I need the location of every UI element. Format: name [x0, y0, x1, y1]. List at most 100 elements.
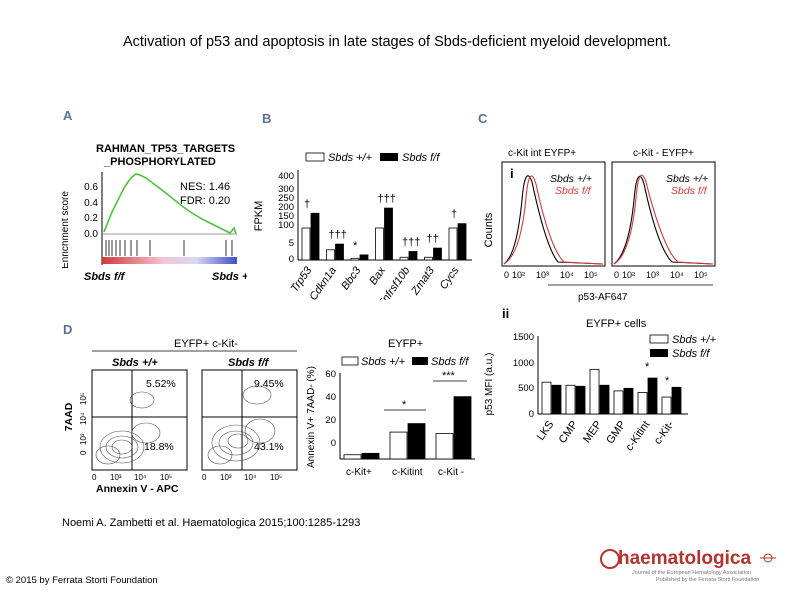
copyright: © 2015 by Ferrata Storti Foundation — [6, 575, 158, 586]
fpkm-ytick-3: 200 — [278, 202, 294, 213]
fpkm-bar-wt-tnfrsf10b — [399, 256, 409, 261]
flow-wt-frame — [91, 369, 188, 471]
mfi-bar-ko-lks — [551, 384, 562, 415]
logo-ornament-icon — [760, 553, 776, 563]
fpkm-legend-ko: Sbds f/f — [402, 152, 440, 164]
mfi-bar-ko-gmp — [623, 387, 634, 415]
hist1-frame — [501, 161, 606, 267]
mfi-bar-ko-cmp — [575, 385, 586, 415]
fpkm-xlabel-bax: Bax — [367, 264, 388, 287]
apop-bar-wt-0 — [343, 454, 362, 460]
haematologica-logo: haematologica Journal of the European He… — [600, 548, 776, 583]
hist1-xtick-2: 10³ — [536, 270, 549, 280]
flow-wt-xtick-0: 0 — [92, 473, 97, 482]
panel-b-fpkm-chart: Sbds +/+ Sbds f/f FPKM 400 300 250 200 1… — [253, 152, 472, 300]
hist2-xtick-0: 0 — [614, 270, 619, 280]
fpkm-bar-ko-bax — [384, 207, 393, 261]
hist2-ko-curve — [613, 174, 714, 265]
fpkm-ytick-5: 100 — [278, 220, 294, 231]
fpkm-bar-wt-trp53 — [301, 227, 311, 261]
mfi-bar-wt-cmp — [565, 384, 576, 415]
hist1-xtick-0: 0 — [504, 270, 509, 280]
mfi-bar-wt-mep — [589, 368, 600, 415]
apop-title: EYFP+ — [388, 338, 423, 350]
mfi-ylabel: p53 MFI (a.u.) — [484, 353, 495, 416]
logo-text: haematologica — [618, 548, 751, 569]
mfi-legend: Sbds +/+ Sbds f/f — [649, 334, 717, 360]
apop-bar-ko-0 — [361, 452, 380, 460]
mfi-ytick-2: 500 — [518, 383, 534, 394]
mfi-xlabel-mep: MEP — [581, 419, 605, 445]
fpkm-bar-ko-zmat3 — [433, 247, 442, 261]
logo-subtitle-2: Published by the Ferrata Storti Foundati… — [656, 577, 759, 583]
fpkm-bar-ko-tnfrsf10b — [408, 251, 418, 261]
apop-legend-ko: Sbds f/f — [431, 356, 469, 368]
hist2-xtick-4: 10⁵ — [694, 270, 708, 280]
fpkm-sig-trp53: † — [304, 198, 310, 210]
fpkm-bar-ko-bbc3 — [359, 254, 369, 261]
mfi-ytick-0: 1500 — [513, 332, 534, 343]
flow-wt-upper-right: 5.52% — [146, 378, 176, 390]
mfi-xlabel-c-kitint: c-Kitint — [623, 419, 652, 453]
panel-label-b: B — [262, 111, 272, 126]
fpkm-bar-ko-cdkn1a — [335, 243, 344, 261]
flow-ko-lower-right: 43.1% — [254, 441, 284, 453]
panel-a-gsea-plot: RAHMAN_TP53_TARGETS _PHOSPHORYLATED Enri… — [62, 143, 247, 283]
gsea-right-label: Sbds +/+ — [212, 271, 247, 283]
fpkm-ytick-2: 250 — [278, 193, 294, 204]
gsea-enrichment-curve — [103, 173, 237, 235]
panel-label-c: C — [478, 111, 488, 126]
mfi-xlabel-c-kit-: c-Kit- — [652, 419, 677, 447]
panel-label-a: A — [63, 108, 73, 123]
gsea-ytick-2: 0.2 — [84, 213, 98, 224]
mfi-sig-1: * — [665, 375, 670, 387]
hist1-legend-wt: Sbds +/+ — [550, 173, 592, 185]
hist2-legend-wt: Sbds +/+ — [666, 173, 708, 185]
hist2-xtick-2: 10³ — [646, 270, 659, 280]
apop-bar-ko-1 — [407, 423, 426, 460]
flow-ylabel: 7AAD — [63, 402, 75, 431]
apop-xlabel-0: c-Kit+ — [346, 467, 372, 478]
gsea-nes: NES: 1.46 — [180, 181, 230, 193]
flow-ytick-1: 10³ — [79, 433, 88, 445]
hist1-legend-ko: Sbds f/f — [555, 185, 592, 197]
gsea-ylabel: Enrichment score — [62, 191, 71, 269]
mfi-sub-ii: ii — [502, 306, 509, 321]
panel-d-apoptosis-chart: EYFP+ Sbds +/+ Sbds f/f Annexin V+ 7AAD-… — [306, 338, 475, 478]
mfi-bar-wt-gmp — [613, 390, 624, 415]
gsea-ytick-1: 0.4 — [84, 198, 98, 209]
flow-ko-upper-right: 9.45% — [254, 378, 284, 390]
hist1-wt-curve — [503, 175, 604, 265]
mfi-bar-ko-c-kit- — [671, 386, 682, 415]
fpkm-bar-wt-cycs — [448, 227, 458, 261]
gsea-hit-bars — [105, 240, 233, 256]
flow-ko-xtick-1: 10³ — [220, 473, 232, 482]
logo-circle-icon — [600, 549, 620, 569]
apop-ytick-1: 40 — [325, 392, 336, 403]
citation: Noemi A. Zambetti et al. Haematologica 2… — [62, 517, 361, 529]
apop-ytick-2: 20 — [325, 415, 336, 426]
mfi-bar-wt-lks — [541, 381, 552, 415]
apop-xlabel-1: c-Kitint — [392, 467, 423, 478]
fpkm-bar-wt-cdkn1a — [326, 249, 335, 261]
fpkm-xlabel-cycs: Cycs — [438, 264, 462, 291]
apop-ylabel: Annexin V+ 7AAD- (%) — [306, 366, 317, 468]
apop-legend: Sbds +/+ Sbds f/f — [341, 356, 469, 368]
fpkm-sig-zmat3: †† — [427, 233, 439, 245]
mfi-title: EYFP+ cells — [586, 318, 647, 330]
flow-ytick-0: 0 — [79, 450, 88, 455]
fpkm-sig-cdkn1a: ††† — [329, 229, 347, 241]
hist1-xtick-1: 10² — [512, 270, 525, 280]
fpkm-bar-wt-bax — [375, 227, 384, 261]
flow-right-label: Sbds f/f — [228, 357, 270, 369]
mfi-bar-wt-c-kit- — [661, 396, 672, 415]
hist2-xtick-1: 10² — [622, 270, 635, 280]
hist1-xtick-4: 10⁵ — [584, 270, 598, 280]
mfi-ytick-3: 0 — [529, 409, 534, 420]
fpkm-ytick-7: 0 — [289, 254, 294, 265]
flow-ko-xtick-3: 10⁵ — [270, 473, 282, 482]
mfi-xlabel-cmp: CMP — [557, 419, 581, 446]
gsea-fdr: FDR: 0.20 — [180, 195, 230, 207]
panel-label-d: D — [63, 322, 73, 337]
flow-wt-lower-right: 18.8% — [144, 441, 174, 453]
